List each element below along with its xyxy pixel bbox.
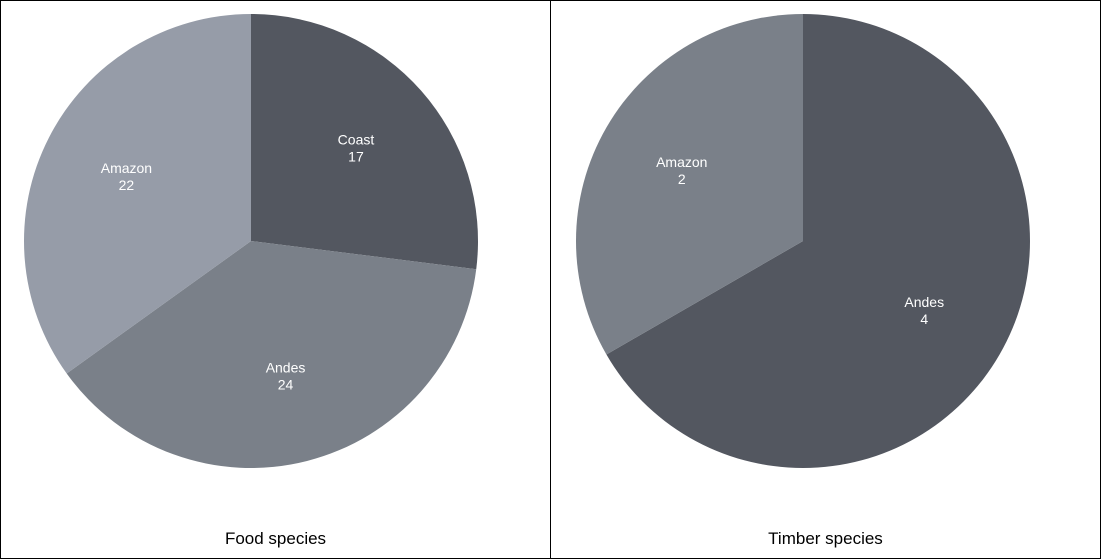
food-species-slice-label-andes: Andes	[266, 360, 306, 376]
food-species-slice-amazon	[23, 14, 251, 374]
timber-species-panel: Andes 4 Amazon 2 Timber species	[551, 1, 1100, 558]
food-species-slice-value-amazon: 22	[119, 177, 135, 193]
timber-species-slice-label-andes: Andes	[904, 294, 944, 310]
timber-species-slice-value-andes: 4	[920, 311, 928, 327]
food-species-slice-coast	[251, 14, 478, 270]
timber-species-slice-amazon	[576, 14, 803, 355]
timber-species-caption: Timber species	[768, 529, 883, 548]
timber-species-slice-value-amazon: 2	[678, 171, 686, 187]
food-species-slice-value-andes: 24	[278, 377, 294, 393]
food-species-slice-label-amazon: Amazon	[101, 160, 152, 176]
food-species-slice-label-coast: Coast	[338, 131, 375, 147]
food-species-caption: Food species	[224, 529, 327, 548]
timber-species-slice-andes	[606, 14, 1030, 468]
timber-species-slice-label-amazon: Amazon	[656, 154, 707, 170]
food-species-slice-andes	[66, 241, 477, 468]
food-species-panel: Coast 17 Andes 24 Amazon 22 Food species	[1, 1, 551, 558]
food-species-slice-value-coast: 17	[348, 148, 364, 164]
